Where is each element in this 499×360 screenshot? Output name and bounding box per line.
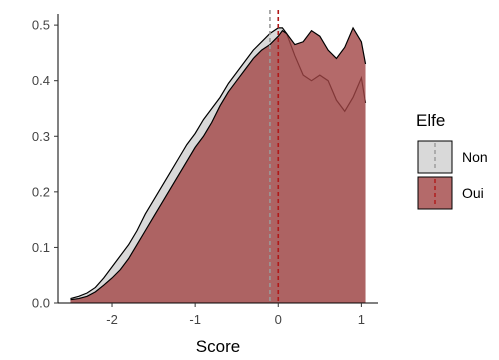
density-areas: [70, 26, 367, 303]
x-tick-label: -1: [189, 312, 201, 327]
density-outline-oui: [70, 26, 367, 301]
y-tick-label: 0.3: [32, 129, 50, 144]
y-tick-label: 0.4: [32, 73, 50, 88]
x-tick-label: 1: [358, 312, 365, 327]
y-tick-label: 0.0: [32, 296, 50, 311]
legend: Elfe Non Oui: [416, 111, 488, 210]
x-tick-label: 0: [275, 312, 282, 327]
y-tick-label: 0.5: [32, 18, 50, 33]
legend-label-non: Non: [462, 149, 488, 165]
x-axis-title: Score: [196, 337, 240, 356]
y-tick-label: 0.1: [32, 240, 50, 255]
legend-label-oui: Oui: [462, 185, 484, 201]
axes: [54, 14, 378, 307]
y-tick-label: 0.2: [32, 184, 50, 199]
tick-labels: -2 -1 0 1 0.0 0.1 0.2 0.3 0.4 0.5: [32, 18, 365, 327]
x-tick-label: -2: [106, 312, 118, 327]
density-area-oui: [70, 27, 366, 303]
legend-title: Elfe: [416, 111, 445, 130]
